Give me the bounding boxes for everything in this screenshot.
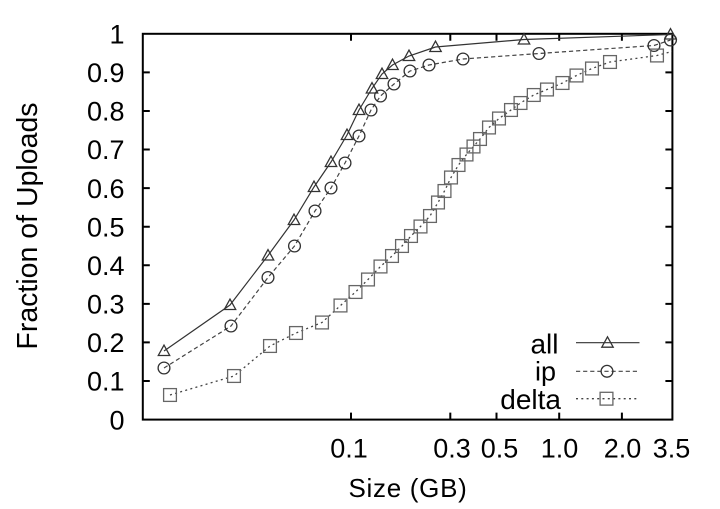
svg-text:Fraction of Uploads: Fraction of Uploads [12, 102, 44, 349]
svg-text:0.5: 0.5 [481, 434, 519, 464]
svg-text:0.7: 0.7 [87, 135, 125, 165]
svg-text:delta: delta [500, 384, 561, 415]
svg-text:ip: ip [535, 357, 556, 387]
svg-text:Size (GB): Size (GB) [349, 473, 468, 503]
svg-text:1.0: 1.0 [541, 434, 579, 464]
svg-text:0.9: 0.9 [87, 58, 125, 88]
svg-text:all: all [530, 328, 558, 359]
svg-text:0.6: 0.6 [87, 174, 125, 204]
svg-text:2.0: 2.0 [604, 434, 642, 464]
svg-text:0.1: 0.1 [87, 367, 125, 397]
svg-text:0: 0 [109, 405, 124, 435]
svg-text:0.3: 0.3 [87, 290, 125, 320]
svg-text:0.8: 0.8 [87, 97, 125, 127]
svg-text:0.2: 0.2 [87, 328, 125, 358]
svg-text:0.5: 0.5 [87, 212, 125, 242]
svg-text:0.3: 0.3 [433, 434, 471, 464]
svg-text:0.4: 0.4 [87, 251, 125, 281]
svg-text:1: 1 [109, 20, 124, 50]
svg-text:0.1: 0.1 [330, 434, 368, 464]
svg-text:3.5: 3.5 [653, 434, 691, 464]
